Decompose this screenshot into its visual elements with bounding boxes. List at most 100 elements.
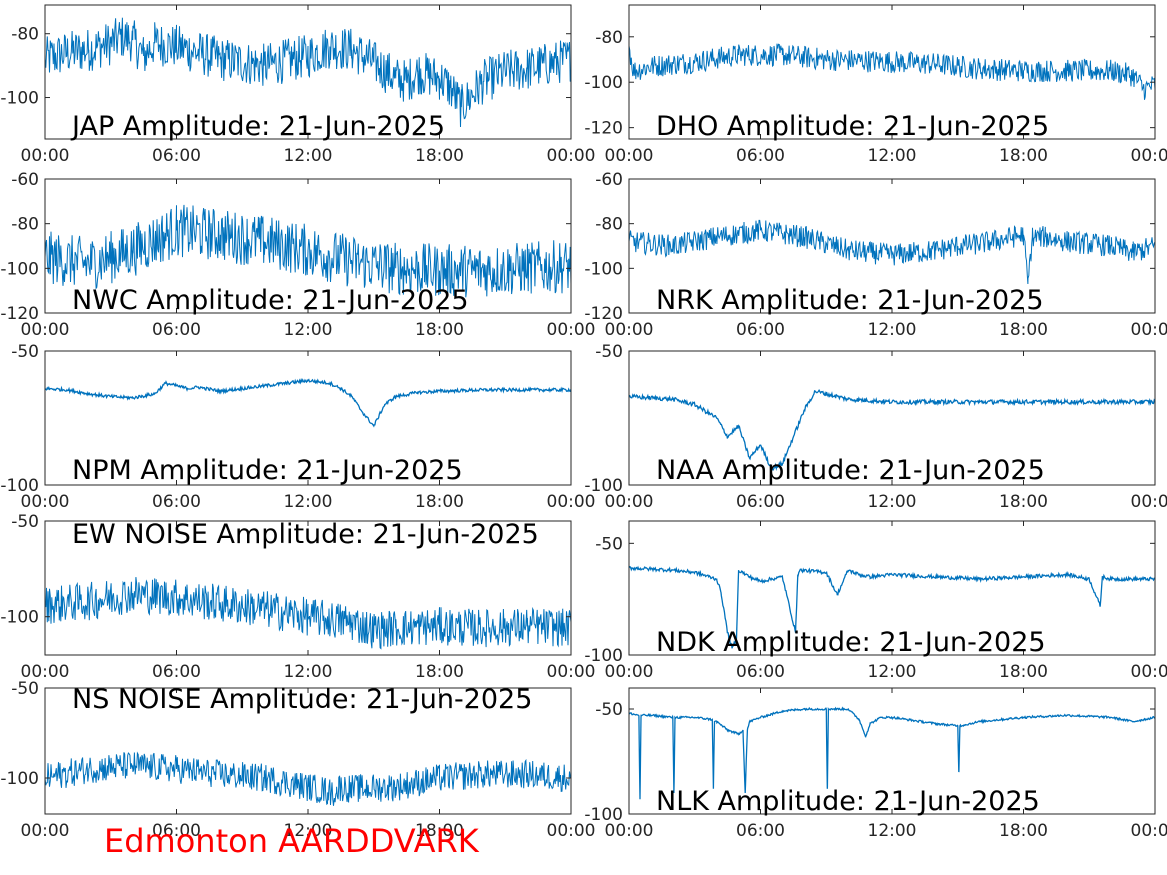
x-tick-label: 18:00 (415, 492, 464, 512)
y-tick-label: -50 (595, 700, 623, 720)
x-tick-label: 18:00 (415, 146, 464, 166)
y-tick-label: -100 (584, 259, 623, 279)
x-tick-label: 00:00 (1131, 492, 1167, 512)
y-tick-label: -50 (11, 679, 39, 699)
x-tick-label: 18:00 (415, 821, 464, 841)
panel-title: EW NOISE Amplitude: 21-Jun-2025 (72, 519, 539, 550)
footer-label: Edmonton AARDDVARK (104, 822, 479, 860)
chart-panel: 00:00 06:00 12:00 18:00 00:00 -60 -80 -100 -120 N… (584, 170, 1167, 340)
x-tick-label: 18:00 (999, 320, 1048, 340)
x-tick-label: 12:00 (284, 821, 333, 841)
x-tick-label: 00:00 (1131, 662, 1167, 682)
y-tick-label: -100 (584, 476, 623, 496)
x-tick-label: 06:00 (152, 821, 201, 841)
panel-title: NLK Amplitude: 21-Jun-2025 (656, 786, 1040, 817)
y-tick-label: -120 (584, 119, 623, 139)
x-tick-label: 00:00 (547, 146, 596, 166)
x-tick-label: 06:00 (736, 320, 785, 340)
x-tick-label: 00:00 (605, 821, 654, 841)
x-tick-label: 18:00 (999, 146, 1048, 166)
x-tick-label: 06:00 (736, 492, 785, 512)
x-tick-label: 12:00 (868, 320, 917, 340)
panel-title: NWC Amplitude: 21-Jun-2025 (72, 285, 469, 316)
y-tick-label: -100 (0, 769, 39, 789)
x-tick-label: 12:00 (868, 662, 917, 682)
panel-title: NPM Amplitude: 21-Jun-2025 (72, 455, 463, 486)
y-tick-label: -50 (11, 342, 39, 362)
x-tick-label: 12:00 (868, 821, 917, 841)
x-tick-label: 18:00 (415, 320, 464, 340)
x-tick-label: 00:00 (605, 320, 654, 340)
x-tick-label: 00:00 (547, 662, 596, 682)
y-tick-label: -100 (584, 805, 623, 825)
x-tick-label: 00:00 (547, 492, 596, 512)
y-tick-label: -120 (0, 304, 39, 324)
panel-title: NS NOISE Amplitude: 21-Jun-2025 (72, 684, 532, 715)
x-tick-label: 00:00 (21, 662, 70, 682)
x-tick-label: 00:00 (605, 662, 654, 682)
x-tick-label: 06:00 (736, 821, 785, 841)
chart-panel: 00:00 06:00 12:00 18:00 00:00 -50 -100 NPM Ampl… (0, 342, 595, 512)
series-line (629, 706, 1155, 800)
x-tick-label: 18:00 (999, 492, 1048, 512)
x-tick-label: 00:00 (547, 320, 596, 340)
chart-panel: 00:00 06:00 12:00 18:00 00:00 -80 -100 -120 DHO … (584, 4, 1167, 166)
x-tick-label: 06:00 (152, 492, 201, 512)
x-tick-label: 00:00 (605, 492, 654, 512)
panel-title: NRK Amplitude: 21-Jun-2025 (656, 285, 1044, 316)
series-line (629, 219, 1155, 285)
y-tick-label: -100 (0, 608, 39, 628)
series-line (45, 204, 571, 298)
y-tick-label: -80 (595, 28, 623, 48)
y-tick-label: -100 (0, 476, 39, 496)
chart-panel: 00:00 06:00 12:00 18:00 00:00 -50 -100 NDK Ampl… (584, 520, 1167, 682)
x-tick-label: 12:00 (284, 662, 333, 682)
series-line (45, 577, 571, 650)
x-tick-label: 18:00 (415, 662, 464, 682)
y-tick-label: -120 (584, 304, 623, 324)
y-tick-label: -50 (595, 534, 623, 554)
y-tick-label: -80 (595, 215, 623, 235)
x-tick-label: 00:00 (1131, 146, 1167, 166)
x-tick-label: 00:00 (21, 146, 70, 166)
chart-panel: 00:00 06:00 12:00 18:00 00:00 -50 -100 NS NOISE… (0, 679, 595, 841)
series-line (45, 377, 571, 428)
y-tick-label: -100 (584, 646, 623, 666)
x-tick-label: 12:00 (284, 492, 333, 512)
panel-title: JAP Amplitude: 21-Jun-2025 (70, 111, 445, 142)
panel-title: NDK Amplitude: 21-Jun-2025 (656, 627, 1046, 658)
y-tick-label: -100 (0, 259, 39, 279)
chart-panel: 00:00 06:00 12:00 18:00 00:00 -50 -100 EW NOISE… (0, 512, 595, 682)
series-line (45, 751, 571, 806)
x-tick-label: 18:00 (999, 662, 1048, 682)
x-tick-label: 18:00 (999, 821, 1048, 841)
chart-panel: 00:00 06:00 12:00 18:00 00:00 -80 -100 JAP Ampl… (0, 4, 596, 166)
x-tick-label: 06:00 (736, 662, 785, 682)
x-tick-label: 06:00 (152, 662, 201, 682)
panel-title: DHO Amplitude: 21-Jun-2025 (656, 111, 1049, 142)
x-tick-label: 06:00 (736, 146, 785, 166)
x-tick-label: 12:00 (868, 492, 917, 512)
y-tick-label: -100 (0, 89, 39, 109)
x-tick-label: 12:00 (284, 320, 333, 340)
x-tick-label: 12:00 (868, 146, 917, 166)
y-tick-label: -100 (584, 73, 623, 93)
x-tick-label: 00:00 (547, 821, 596, 841)
y-tick-label: -60 (11, 170, 39, 190)
panel-title: NAA Amplitude: 21-Jun-2025 (656, 455, 1045, 486)
y-tick-label: -50 (595, 342, 623, 362)
y-tick-label: -80 (11, 215, 39, 235)
chart-panel: 00:00 06:00 12:00 18:00 00:00 -50 -100 NLK Ampl… (584, 687, 1167, 841)
x-tick-label: 00:00 (1131, 821, 1167, 841)
x-tick-label: 12:00 (284, 146, 333, 166)
series-line (629, 389, 1155, 473)
x-tick-label: 00:00 (605, 146, 654, 166)
y-tick-label: -50 (11, 512, 39, 532)
chart-panel: 00:00 06:00 12:00 18:00 00:00 -60 -80 -100 -120 N… (0, 170, 595, 340)
series-line (629, 43, 1155, 100)
x-tick-label: 00:00 (1131, 320, 1167, 340)
chart-panel: 00:00 06:00 12:00 18:00 00:00 -50 -100 NAA Ampl… (584, 342, 1167, 512)
y-tick-label: -80 (11, 25, 39, 45)
series-line (45, 17, 571, 128)
